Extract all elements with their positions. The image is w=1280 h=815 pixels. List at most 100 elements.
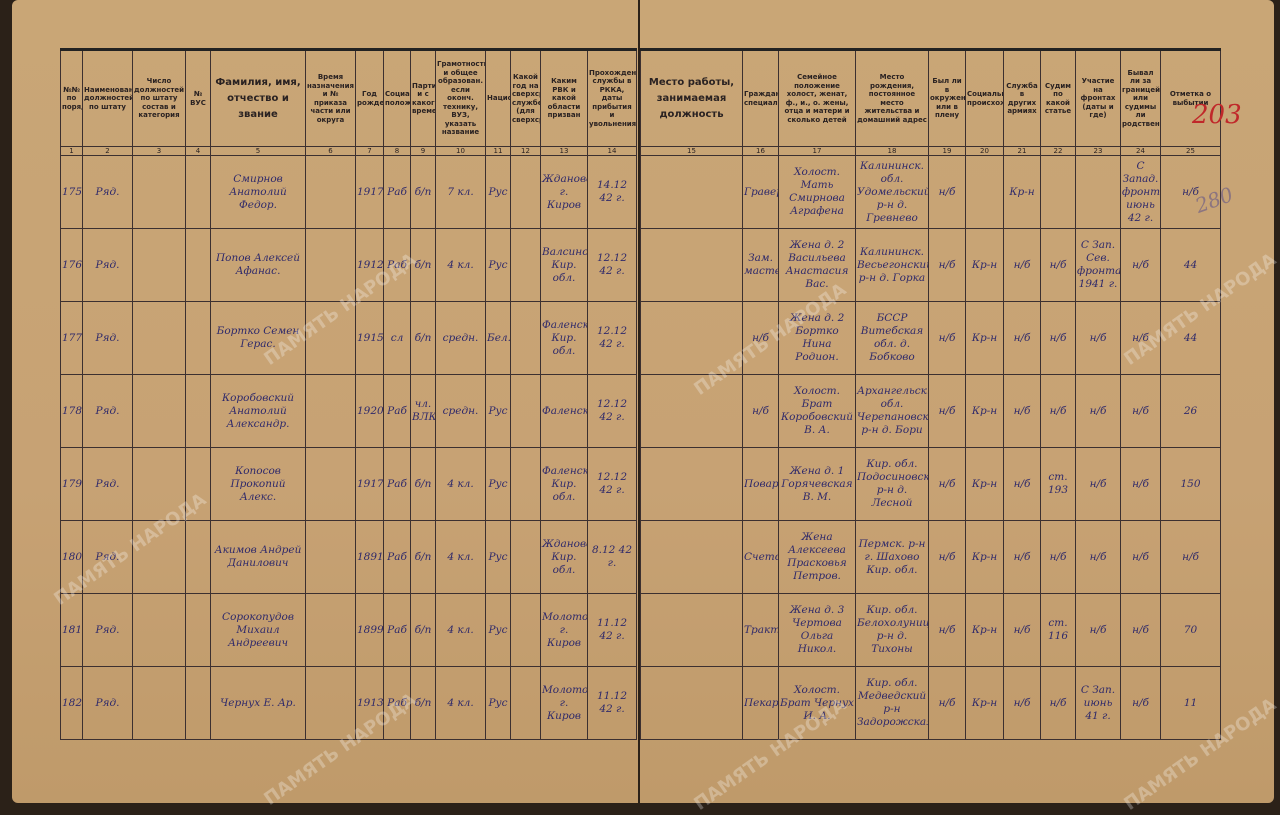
register-cell: Коробовский Анатолий Александр. <box>210 374 306 448</box>
register-cell: Чернух Е. Ар. <box>210 666 306 740</box>
register-cell <box>305 593 356 667</box>
register-cell: б/п <box>410 593 436 667</box>
register-cell: н/б <box>1160 155 1221 229</box>
register-cell: ст. 116 <box>1040 593 1076 667</box>
register-left: №№ по порядкуНаименование должностей по … <box>60 48 637 740</box>
register-cell <box>305 520 356 594</box>
column-header: Число должностей по штату состав и катег… <box>132 48 186 147</box>
column-header: Был ли в окружении или в плену <box>928 48 966 147</box>
register-cell: Ряд. <box>82 155 133 229</box>
register-cell: С Зап. Сев. фронта 1941 г. <box>1075 228 1121 302</box>
column-header: Наименование должностей по штату <box>82 48 133 147</box>
register-cell: 1920 <box>355 374 384 448</box>
register-row: ГраверХолост. Мать Смирнова АграфенаКали… <box>640 155 1221 229</box>
register-cell: н/б <box>928 228 966 302</box>
register-cell: Раб <box>383 447 411 521</box>
register-cell: н/б <box>1003 374 1041 448</box>
register-cell: Молотовский г. Киров <box>540 666 588 740</box>
column-number: 16 <box>742 146 779 156</box>
register-cell: 178 <box>60 374 83 448</box>
column-number: 9 <box>410 146 436 156</box>
register-cell: 12.12 42 г. <box>587 301 637 375</box>
column-header: Фамилия, имя, отчество и звание <box>210 48 306 147</box>
register-cell: средн. <box>435 374 486 448</box>
register-cell: Холост. Брат Чернух И. А. <box>778 666 856 740</box>
register-cell: Жена д. 3 Чертова Ольга Никол. <box>778 593 856 667</box>
register-cell: 12.12 42 г. <box>587 228 637 302</box>
register-cell: Фаленский Кир. обл. <box>540 301 588 375</box>
register-cell: 11.12 42 г. <box>587 666 637 740</box>
register-cell: Тракторист <box>742 593 779 667</box>
register-cell <box>305 301 356 375</box>
register-cell <box>185 301 211 375</box>
register-cell: н/б <box>928 666 966 740</box>
register-cell: Кир. обл. Белохолуницкий р-н д. Тихоны <box>855 593 929 667</box>
column-header: Отметка о выбытии <box>1160 48 1221 147</box>
register-cell: Жена Алексеева Прасковья Петров. <box>778 520 856 594</box>
register-right: Место работы, занимаемая должность Гражда… <box>640 48 1221 740</box>
register-cell: С Зап. июнь 41 г. <box>1075 666 1121 740</box>
register-cell: б/п <box>410 155 436 229</box>
register-cell: н/б <box>1003 447 1041 521</box>
register-cell: н/б <box>1003 228 1041 302</box>
register-cell <box>510 374 541 448</box>
column-number: 18 <box>855 146 929 156</box>
register-row: 179 Ряд. Копосов Прокопий Алекс. 1917 Раб б/п… <box>60 447 637 521</box>
register-cell: 7 кл. <box>435 155 486 229</box>
column-number: 19 <box>928 146 966 156</box>
register-cell: Кр-н <box>1003 155 1041 229</box>
register-cell: 1913 <box>355 666 384 740</box>
column-number: 14 <box>587 146 637 156</box>
register-cell: Кр-н <box>965 374 1004 448</box>
column-number: 23 <box>1075 146 1121 156</box>
register-cell <box>185 374 211 448</box>
register-cell: БССР Витебская обл. д. Бобково <box>855 301 929 375</box>
column-header: Социальное положение <box>383 48 411 147</box>
column-header: Семейное положение холост, женат, ф., и.… <box>778 48 856 147</box>
register-cell <box>1075 155 1121 229</box>
column-number: 17 <box>778 146 856 156</box>
register-cell: н/б <box>1040 301 1076 375</box>
register-cell: Раб <box>383 228 411 302</box>
register-cell: Жена д. 1 Горячевская В. М. <box>778 447 856 521</box>
register-cell: Рус <box>485 666 511 740</box>
register-cell: Гравер <box>742 155 779 229</box>
register-cell <box>305 374 356 448</box>
register-cell: Кир. обл. Медведский р-н Задорожская <box>855 666 929 740</box>
register-cell: 179 <box>60 447 83 521</box>
register-cell: Рус <box>485 447 511 521</box>
column-header: Партийность и с какого времени <box>410 48 436 147</box>
register-cell <box>640 155 743 229</box>
register-cell: н/б <box>1075 374 1121 448</box>
register-cell: Повар <box>742 447 779 521</box>
register-cell: б/п <box>410 520 436 594</box>
register-cell: б/п <box>410 447 436 521</box>
register-cell <box>185 228 211 302</box>
register-cell <box>132 666 186 740</box>
column-number: 7 <box>355 146 384 156</box>
register-cell: Кр-н <box>965 593 1004 667</box>
register-cell: 1899 <box>355 593 384 667</box>
register-cell: Раб <box>383 520 411 594</box>
register-cell: Раб <box>383 593 411 667</box>
register-cell: Валсинский Кир. обл. <box>540 228 588 302</box>
register-cell <box>640 520 743 594</box>
register-cell <box>510 593 541 667</box>
register-cell: Акимов Андрей Данилович <box>210 520 306 594</box>
header-row: Место работы, занимаемая должность Гражда… <box>640 48 1221 147</box>
register-cell: Кр-н <box>965 301 1004 375</box>
register-cell: н/б <box>1160 520 1221 594</box>
register-cell: Пекарь <box>742 666 779 740</box>
register-cell: н/б <box>1075 301 1121 375</box>
register-cell: н/б <box>928 301 966 375</box>
register-cell: н/б <box>1003 666 1041 740</box>
column-header: Время назначения и № приказа части или о… <box>305 48 356 147</box>
register-cell: н/б <box>1040 374 1076 448</box>
column-number: 22 <box>1040 146 1076 156</box>
register-row: ПекарьХолост. Брат Чернух И. А.Кир. обл.… <box>640 666 1221 740</box>
register-cell: 1915 <box>355 301 384 375</box>
register-cell: 1891 <box>355 520 384 594</box>
register-cell <box>510 447 541 521</box>
register-cell <box>305 155 356 229</box>
